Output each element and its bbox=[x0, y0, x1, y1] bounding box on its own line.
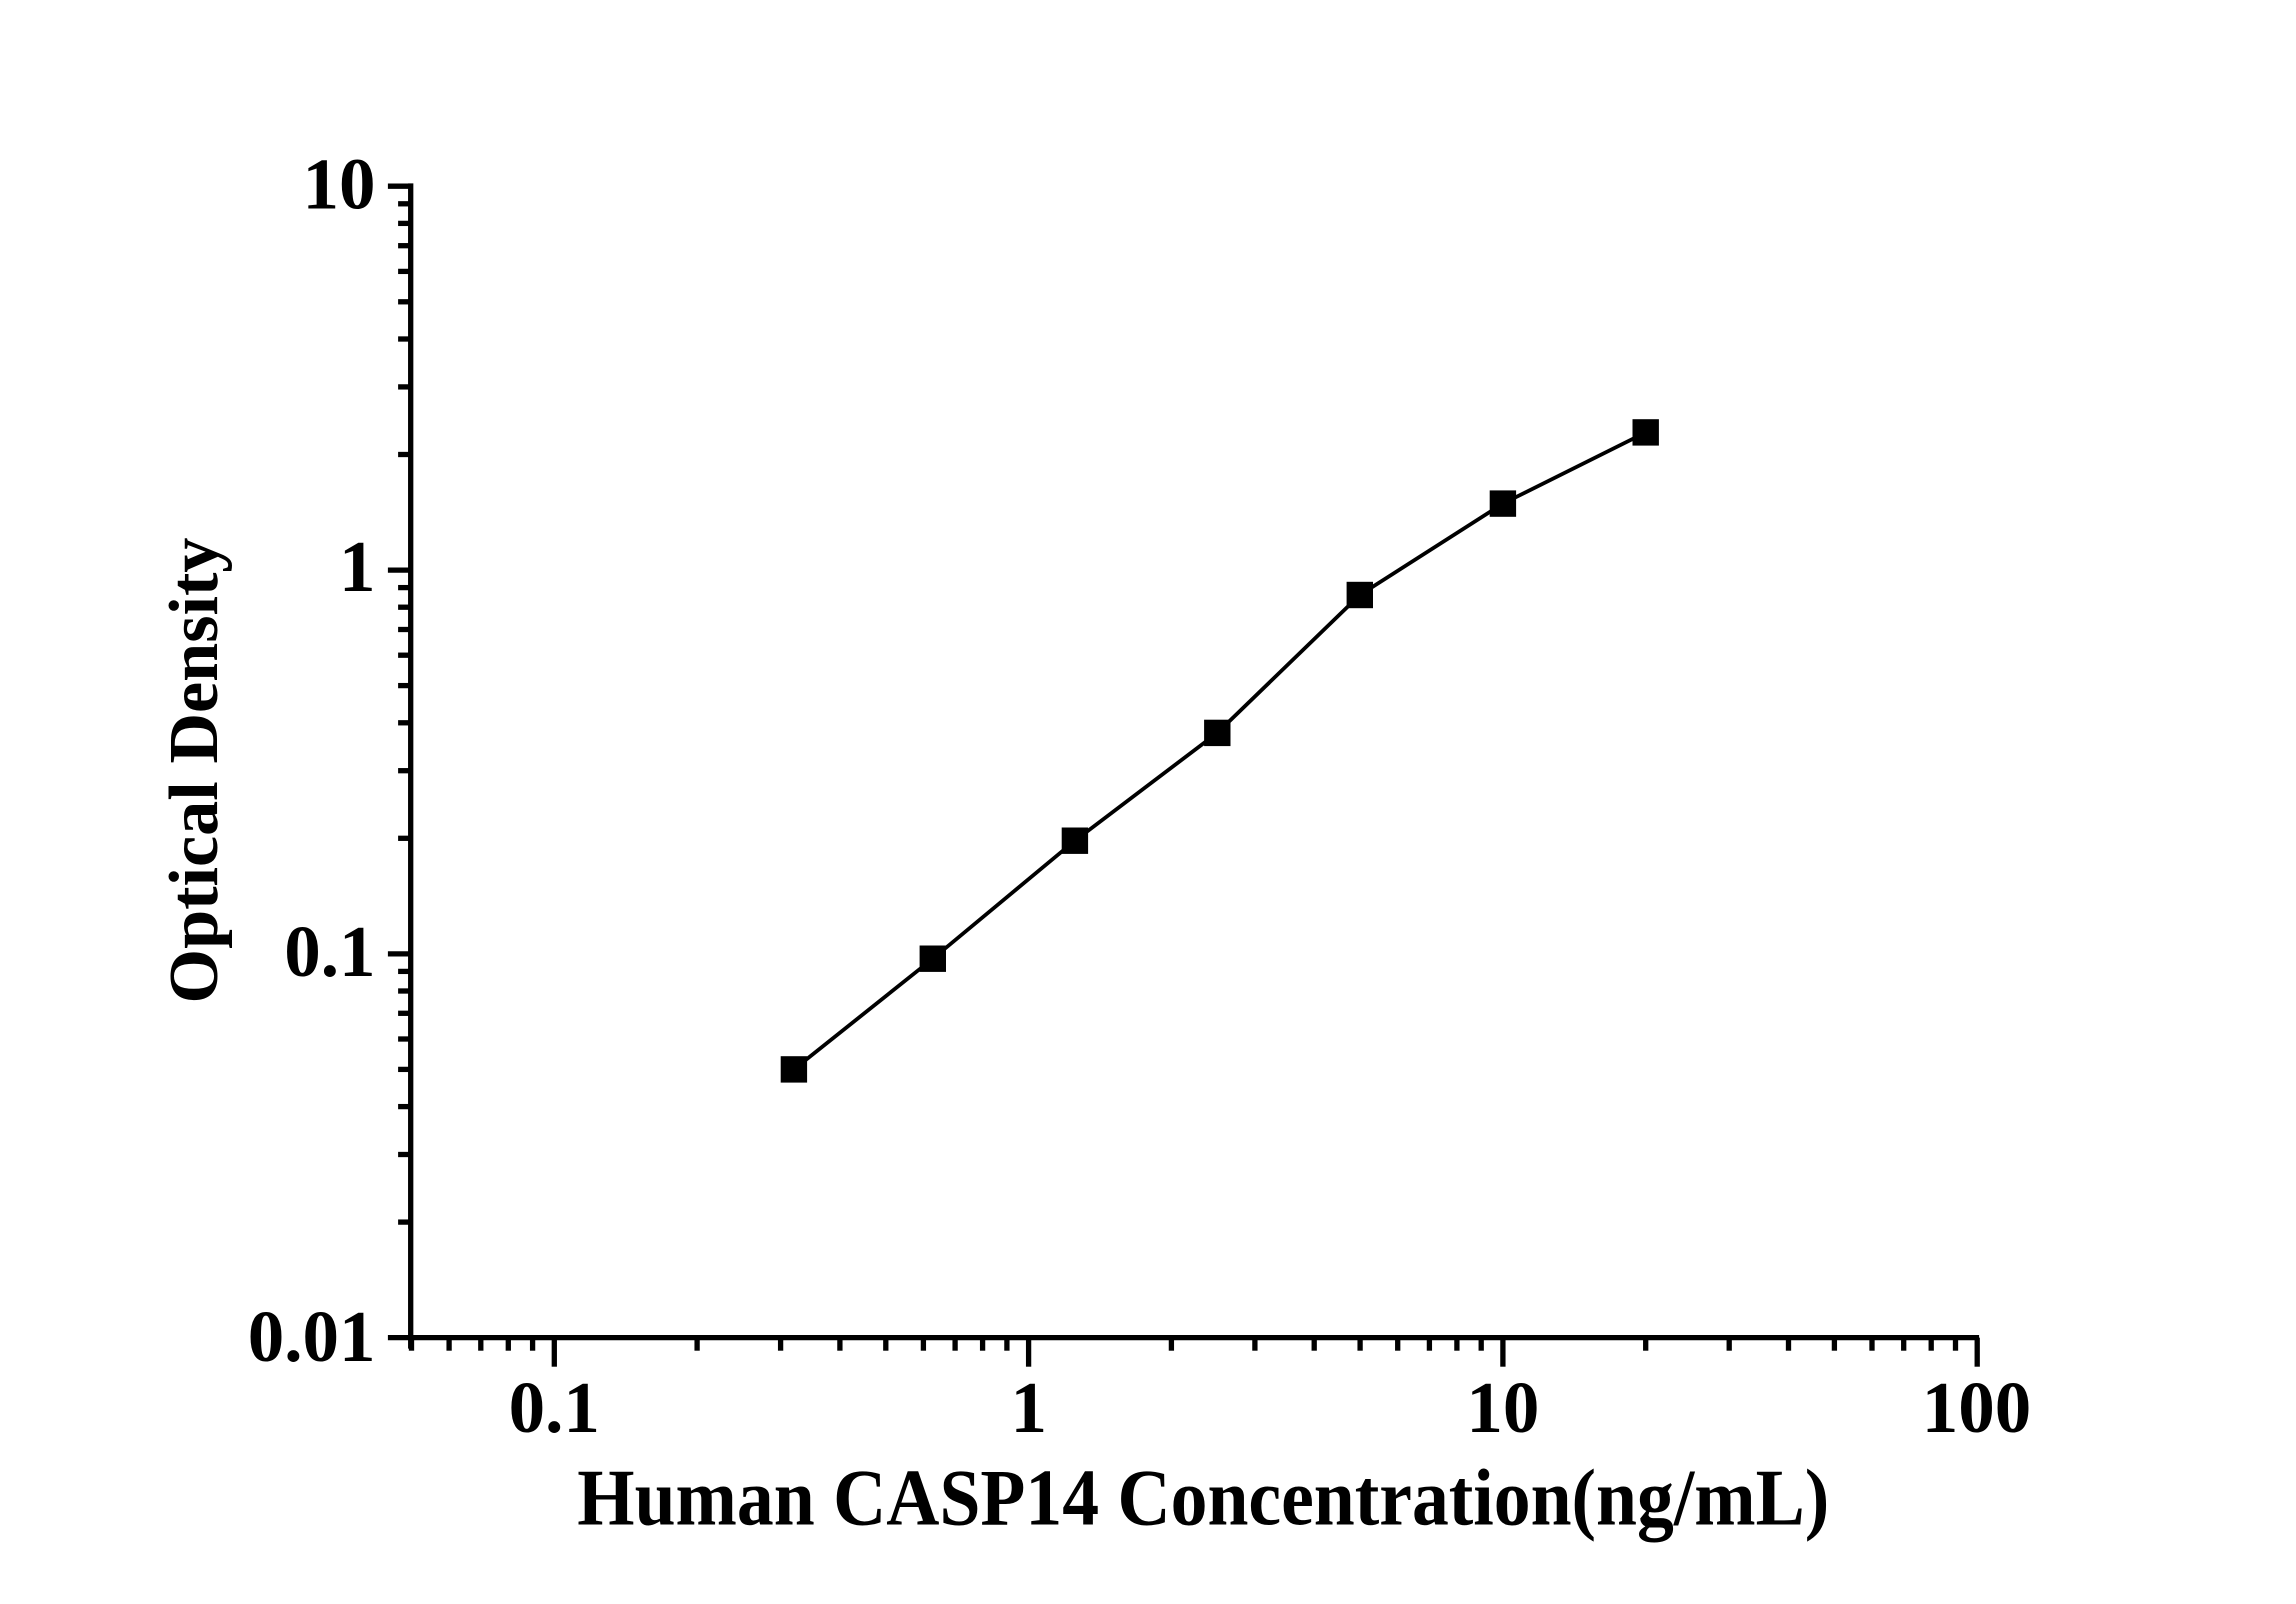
svg-text:0.01: 0.01 bbox=[248, 1296, 376, 1377]
svg-text:0.1: 0.1 bbox=[284, 911, 375, 992]
svg-text:1: 1 bbox=[1011, 1367, 1048, 1448]
svg-text:10: 10 bbox=[1466, 1367, 1539, 1448]
svg-text:Human CASP14 Concentration(ng/: Human CASP14 Concentration(ng/mL) bbox=[577, 1455, 1829, 1543]
svg-text:1: 1 bbox=[339, 526, 376, 607]
svg-text:Optical Density: Optical Density bbox=[155, 538, 233, 1004]
svg-text:100: 100 bbox=[1922, 1367, 2032, 1448]
svg-text:0.1: 0.1 bbox=[509, 1367, 600, 1448]
svg-text:10: 10 bbox=[303, 143, 376, 224]
